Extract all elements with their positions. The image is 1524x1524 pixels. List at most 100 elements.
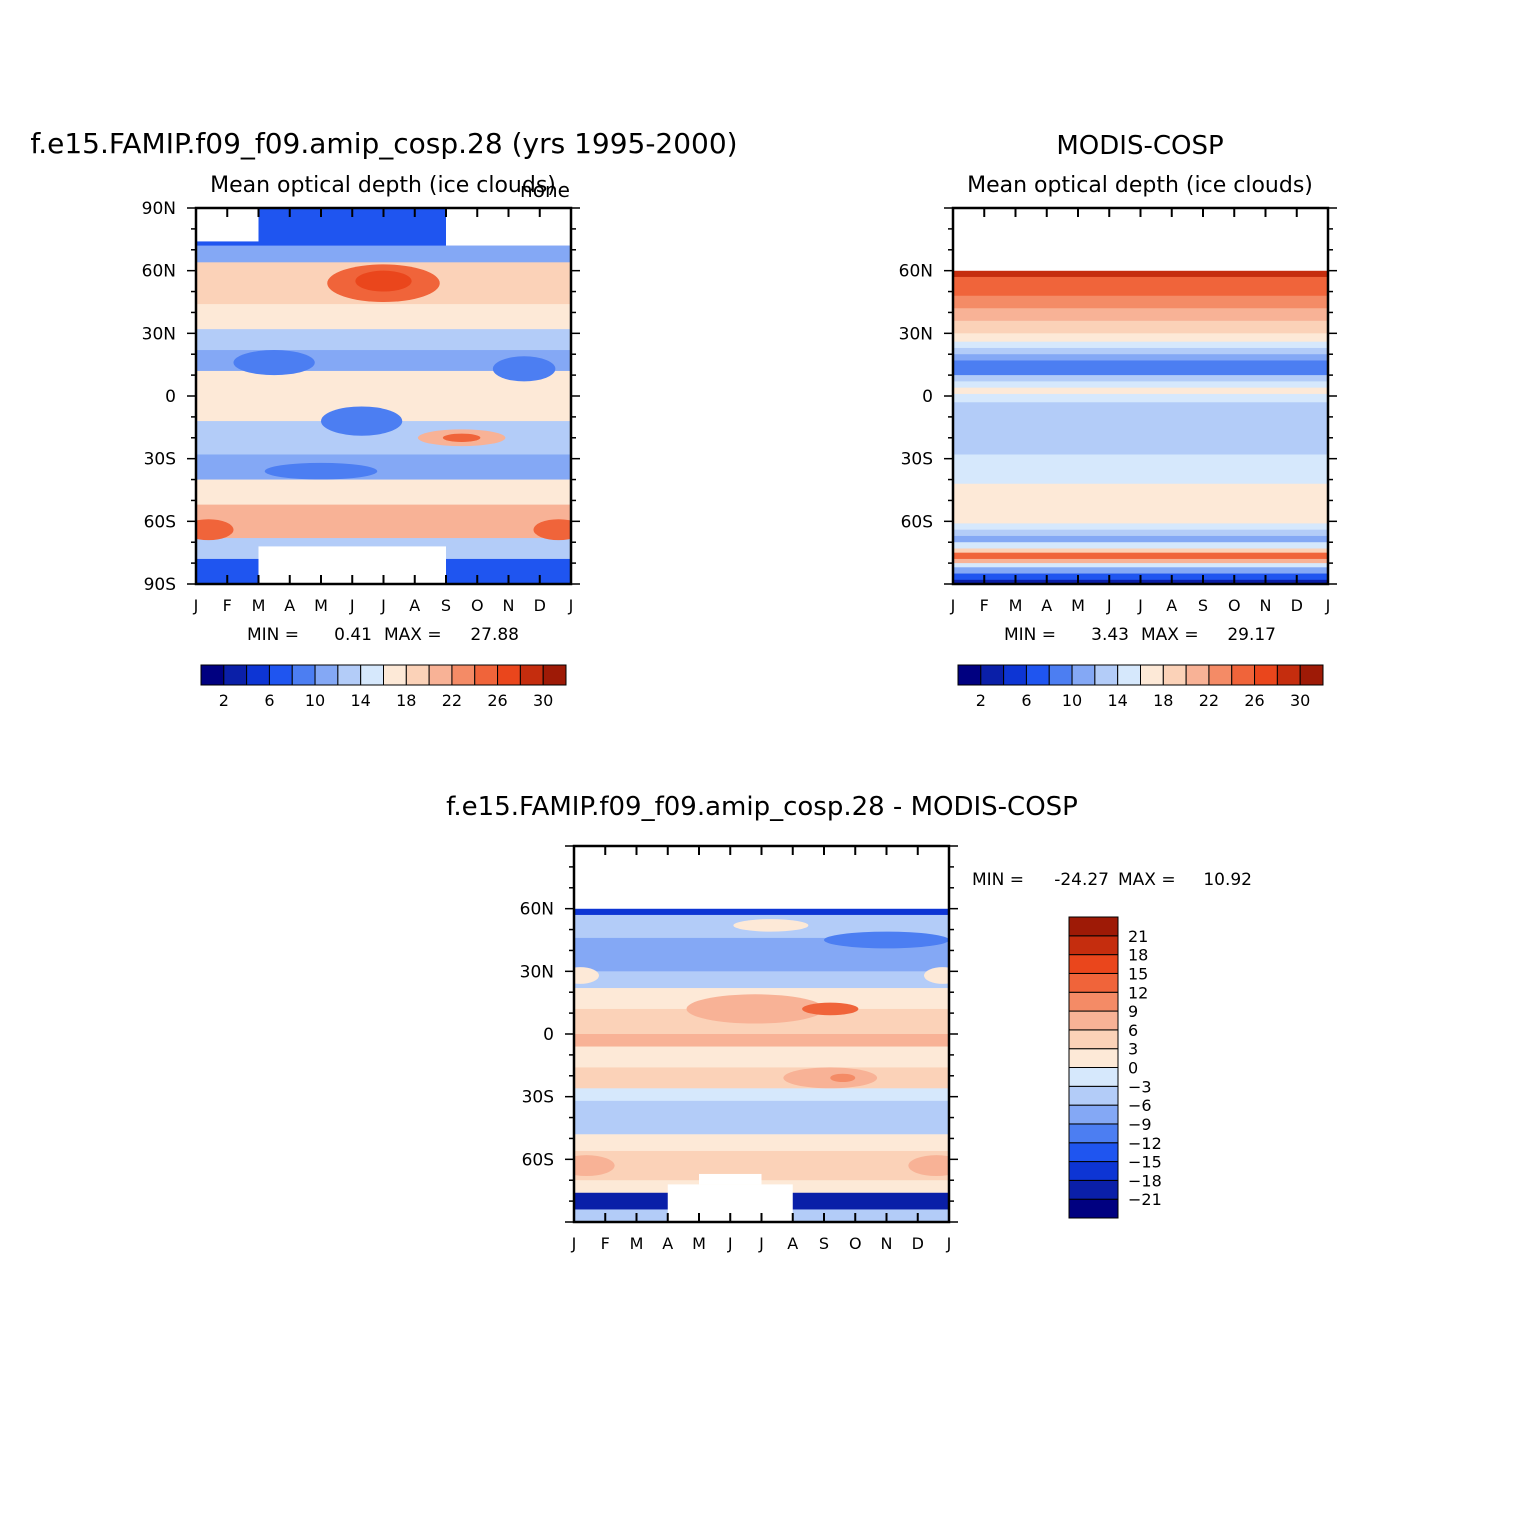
- obs-band-16: [953, 483, 1328, 524]
- model-colorbar-box: [200, 664, 225, 686]
- obs-band-3: [953, 308, 1328, 322]
- model-stats: MIN = 0.41 MAX = 27.88: [247, 625, 519, 645]
- obs-band-18: [953, 529, 1328, 537]
- obs-band-2: [953, 295, 1328, 309]
- diff-colorbar-label: 9: [1128, 1002, 1138, 1021]
- diff-feature-8: [924, 967, 949, 984]
- diff-x-label: N: [881, 1234, 893, 1253]
- diff-colorbar-box: [1068, 1029, 1119, 1050]
- model-min-label: MIN =: [247, 625, 299, 645]
- diff-colorbar-box: [1068, 991, 1119, 1012]
- model-band-10: [196, 479, 571, 506]
- diff-min-value: -24.27: [1054, 870, 1109, 890]
- obs-band-10: [953, 375, 1328, 382]
- model-x-label: O: [471, 596, 484, 615]
- model-colorbar-box: [291, 664, 316, 686]
- model-x-label: N: [503, 596, 515, 615]
- diff-colorbar-label: 21: [1128, 927, 1148, 946]
- obs-colorbar-box: [1048, 664, 1073, 686]
- diff-missing-2: [699, 1173, 762, 1185]
- model-colorbar-label: 2: [219, 691, 229, 710]
- obs-band-14: [953, 402, 1328, 455]
- model-colorbar: 2 6 10 14 18 22 26 30: [200, 664, 567, 710]
- obs-x-label: O: [1228, 596, 1241, 615]
- obs-band-7: [953, 347, 1328, 355]
- diff-x-label: O: [849, 1234, 862, 1253]
- model-feature-6: [442, 433, 481, 442]
- obs-band-8: [953, 354, 1328, 361]
- diff-stats: MIN = -24.27 MAX = 10.92: [972, 870, 1252, 890]
- model-y-label: 90S: [144, 575, 176, 595]
- obs-colorbar-label: 22: [1199, 691, 1219, 710]
- model-x-label: M: [252, 596, 266, 615]
- obs-colorbar-label: 6: [1021, 691, 1031, 710]
- obs-colorbar-box: [1276, 664, 1301, 686]
- obs-band-23: [953, 558, 1328, 564]
- obs-band-15: [953, 454, 1328, 485]
- diff-colorbar-box: [1068, 954, 1119, 974]
- obs-colorbar-box: [980, 664, 1005, 686]
- model-panel-title: f.e15.FAMIP.f09_f09.amip_cosp.28 (yrs 19…: [30, 127, 737, 160]
- diff-colorbar-box: [1068, 935, 1119, 956]
- model-colorbar-box: [474, 664, 499, 686]
- model-colorbar-label: 22: [442, 691, 462, 710]
- diff-band-0: [574, 908, 949, 916]
- diff-colorbar-label: −12: [1128, 1134, 1162, 1153]
- diff-feature-7: [574, 967, 599, 984]
- diff-max-value: 10.92: [1203, 870, 1252, 890]
- obs-band-0: [953, 270, 1328, 278]
- model-x-label: A: [284, 596, 295, 615]
- obs-x-label: D: [1291, 596, 1303, 615]
- obs-colorbar-box: [1117, 664, 1141, 686]
- diff-feature-4: [830, 1073, 856, 1083]
- model-field: [196, 208, 571, 584]
- diff-colorbar-box: [1068, 1179, 1119, 1200]
- model-colorbar-box: [223, 664, 248, 686]
- obs-y-label: 0: [922, 387, 933, 407]
- obs-y-label: 30N: [899, 324, 933, 344]
- obs-y-label: 30S: [901, 450, 933, 470]
- diff-band-7: [574, 1046, 949, 1068]
- obs-max-value: 29.17: [1227, 625, 1276, 645]
- obs-colorbar: 2 6 10 14 18 22 26 30: [957, 664, 1324, 710]
- model-x-label: A: [409, 596, 420, 615]
- obs-band-1: [953, 276, 1328, 297]
- diff-colorbar-label: 18: [1128, 946, 1148, 965]
- obs-band-4: [953, 320, 1328, 334]
- obs-x-label: M: [1009, 596, 1023, 615]
- model-x-label: S: [441, 596, 451, 615]
- obs-colorbar-box: [957, 664, 982, 686]
- model-y-label: 60N: [142, 262, 176, 282]
- diff-colorbar-label: −15: [1128, 1153, 1162, 1172]
- obs-band-6: [953, 341, 1328, 349]
- model-colorbar-box: [405, 664, 430, 686]
- diff-colorbar-label: 6: [1128, 1021, 1138, 1040]
- diff-band-3: [574, 971, 949, 989]
- model-x-label: M: [314, 596, 328, 615]
- diff-colorbar-box: [1068, 1123, 1119, 1144]
- diff-colorbar-label: 12: [1128, 983, 1148, 1002]
- diff-colorbar-box: [1068, 1010, 1119, 1031]
- diff-x-label: A: [662, 1234, 673, 1253]
- diff-band-8: [574, 1067, 949, 1089]
- diff-feature-1: [802, 1002, 859, 1016]
- diff-band-9: [574, 1088, 949, 1102]
- obs-min-value: 3.43: [1091, 625, 1129, 645]
- obs-x-label: A: [1166, 596, 1177, 615]
- model-feature-7: [196, 519, 234, 541]
- diff-colorbar-box: [1068, 1067, 1119, 1087]
- obs-colorbar-box: [1003, 664, 1027, 686]
- obs-colorbar-box: [1162, 664, 1187, 686]
- obs-x-label: J: [1106, 596, 1112, 615]
- model-max-value: 27.88: [470, 625, 519, 645]
- model-colorbar-box: [519, 664, 544, 686]
- diff-x-label: M: [630, 1234, 644, 1253]
- diff-min-label: MIN =: [972, 870, 1024, 890]
- model-feature-3: [492, 356, 556, 382]
